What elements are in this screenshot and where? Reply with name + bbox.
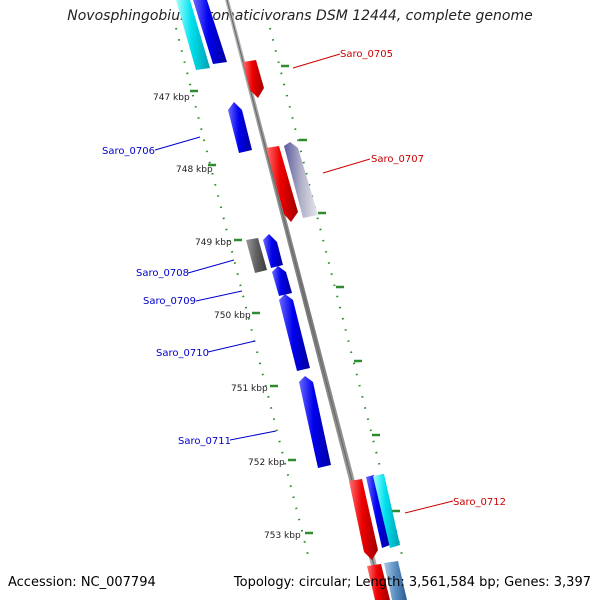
kbp-label: 747 kbp — [153, 93, 190, 103]
gene-cyan-top — [176, 0, 210, 70]
gene-saro-0707 — [266, 146, 298, 222]
kbp-label: 748 kbp — [176, 165, 213, 175]
gene-saro-0708-partner — [263, 234, 283, 268]
topology-text: Topology: circular; Length: 3,561,584 bp… — [233, 575, 591, 590]
gene-label-saro-0708[interactable]: Saro_0708 — [136, 268, 189, 279]
gene-label-saro-0712[interactable]: Saro_0712 — [453, 497, 506, 508]
gene-label-saro-0706[interactable]: Saro_0706 — [102, 146, 155, 157]
leader-saro-0712 — [404, 500, 454, 514]
gene-saro-0711 — [299, 376, 331, 468]
gene-label-saro-0707[interactable]: Saro_0707 — [371, 154, 424, 165]
gene-label-saro-0709[interactable]: Saro_0709 — [143, 296, 196, 307]
leader-saro-0708 — [187, 259, 235, 274]
gene-blue-top — [193, 0, 227, 64]
accession-text: Accession: NC_007794 — [8, 575, 156, 590]
gene-label-saro-0710[interactable]: Saro_0710 — [156, 348, 209, 359]
gene-label-saro-0705[interactable]: Saro_0705 — [340, 49, 393, 60]
gene-label-saro-0711[interactable]: Saro_0711 — [178, 436, 231, 447]
leader-saro-0711 — [229, 430, 277, 441]
kbp-label: 751 kbp — [231, 384, 268, 394]
leader-saro-0710 — [207, 340, 256, 353]
kbp-label: 752 kbp — [248, 458, 285, 468]
kbp-label: 749 kbp — [195, 238, 232, 248]
leader-saro-0706 — [154, 136, 201, 151]
kbp-major-ticks — [190, 89, 313, 535]
outer-major-ticks — [281, 64, 400, 513]
gene-saro-0712-blue — [366, 475, 390, 548]
gene-red-bottom — [367, 564, 390, 600]
gene-saro-0705 — [243, 60, 264, 98]
gene-saro-0712-cyan — [373, 474, 400, 548]
gene-saro-0708 — [246, 238, 267, 273]
gene-saro-0710 — [279, 294, 310, 371]
kbp-label: 750 kbp — [214, 311, 251, 321]
leader-saro-0709 — [195, 290, 243, 302]
leader-saro-0707 — [322, 158, 371, 174]
kbp-label: 753 kbp — [264, 531, 301, 541]
gene-saro-0709 — [272, 266, 292, 296]
gene-saro-0712 — [349, 479, 378, 560]
gene-saro-0707-neighbor — [284, 142, 318, 218]
leader-saro-0705 — [292, 53, 341, 69]
gene-steel-bottom — [384, 561, 407, 600]
gene-saro-0706 — [228, 102, 252, 153]
